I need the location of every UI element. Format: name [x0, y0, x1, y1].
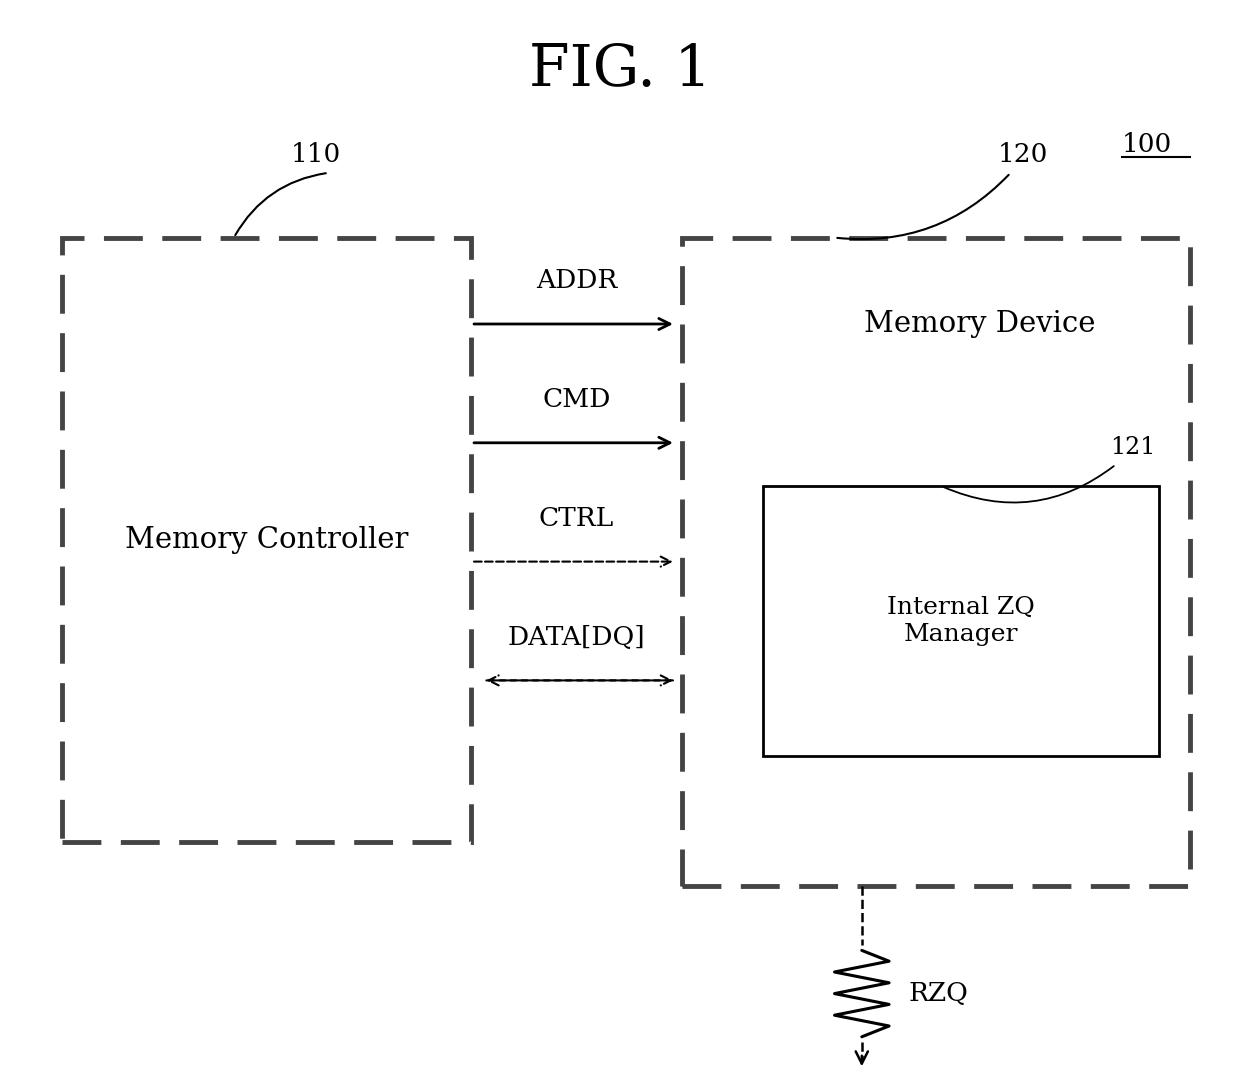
Text: 110: 110 [291, 143, 341, 167]
Text: ADDR: ADDR [536, 268, 618, 294]
Text: Memory Controller: Memory Controller [125, 526, 408, 554]
Text: 120: 120 [998, 143, 1048, 167]
Text: FIG. 1: FIG. 1 [528, 42, 712, 98]
Text: CTRL: CTRL [539, 505, 614, 531]
Bar [763, 486, 1159, 756]
Bar [62, 238, 471, 842]
Text: DATA[DQ]: DATA[DQ] [508, 624, 645, 650]
Text: CMD: CMD [542, 387, 611, 413]
Text: Internal ZQ
Manager: Internal ZQ Manager [887, 596, 1035, 646]
Text: Memory Device: Memory Device [864, 310, 1095, 338]
Text: 121: 121 [1110, 436, 1156, 459]
Text: RZQ: RZQ [909, 981, 968, 1007]
Text: 100: 100 [1122, 132, 1173, 157]
Bar [682, 238, 1190, 886]
